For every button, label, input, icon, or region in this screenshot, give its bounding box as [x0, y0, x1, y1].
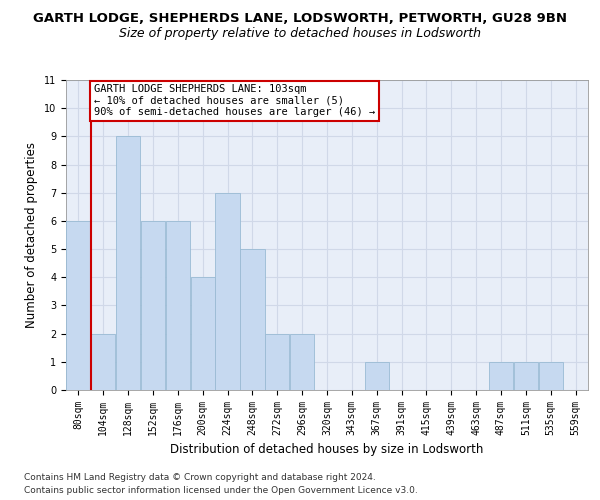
Text: GARTH LODGE, SHEPHERDS LANE, LODSWORTH, PETWORTH, GU28 9BN: GARTH LODGE, SHEPHERDS LANE, LODSWORTH, …	[33, 12, 567, 26]
Bar	[191, 278, 215, 390]
Bar	[91, 334, 115, 390]
Bar	[539, 362, 563, 390]
Bar	[240, 249, 265, 390]
Text: GARTH LODGE SHEPHERDS LANE: 103sqm
← 10% of detached houses are smaller (5)
90% : GARTH LODGE SHEPHERDS LANE: 103sqm ← 10%…	[94, 84, 375, 117]
Bar	[116, 136, 140, 390]
Bar	[290, 334, 314, 390]
Bar	[365, 362, 389, 390]
Bar	[66, 221, 91, 390]
Y-axis label: Number of detached properties: Number of detached properties	[25, 142, 38, 328]
Bar	[141, 221, 165, 390]
Bar	[265, 334, 289, 390]
Text: Contains HM Land Registry data © Crown copyright and database right 2024.: Contains HM Land Registry data © Crown c…	[24, 472, 376, 482]
Bar	[215, 192, 240, 390]
Text: Size of property relative to detached houses in Lodsworth: Size of property relative to detached ho…	[119, 28, 481, 40]
Text: Contains public sector information licensed under the Open Government Licence v3: Contains public sector information licen…	[24, 486, 418, 495]
X-axis label: Distribution of detached houses by size in Lodsworth: Distribution of detached houses by size …	[170, 444, 484, 456]
Bar	[514, 362, 538, 390]
Bar	[166, 221, 190, 390]
Bar	[489, 362, 513, 390]
